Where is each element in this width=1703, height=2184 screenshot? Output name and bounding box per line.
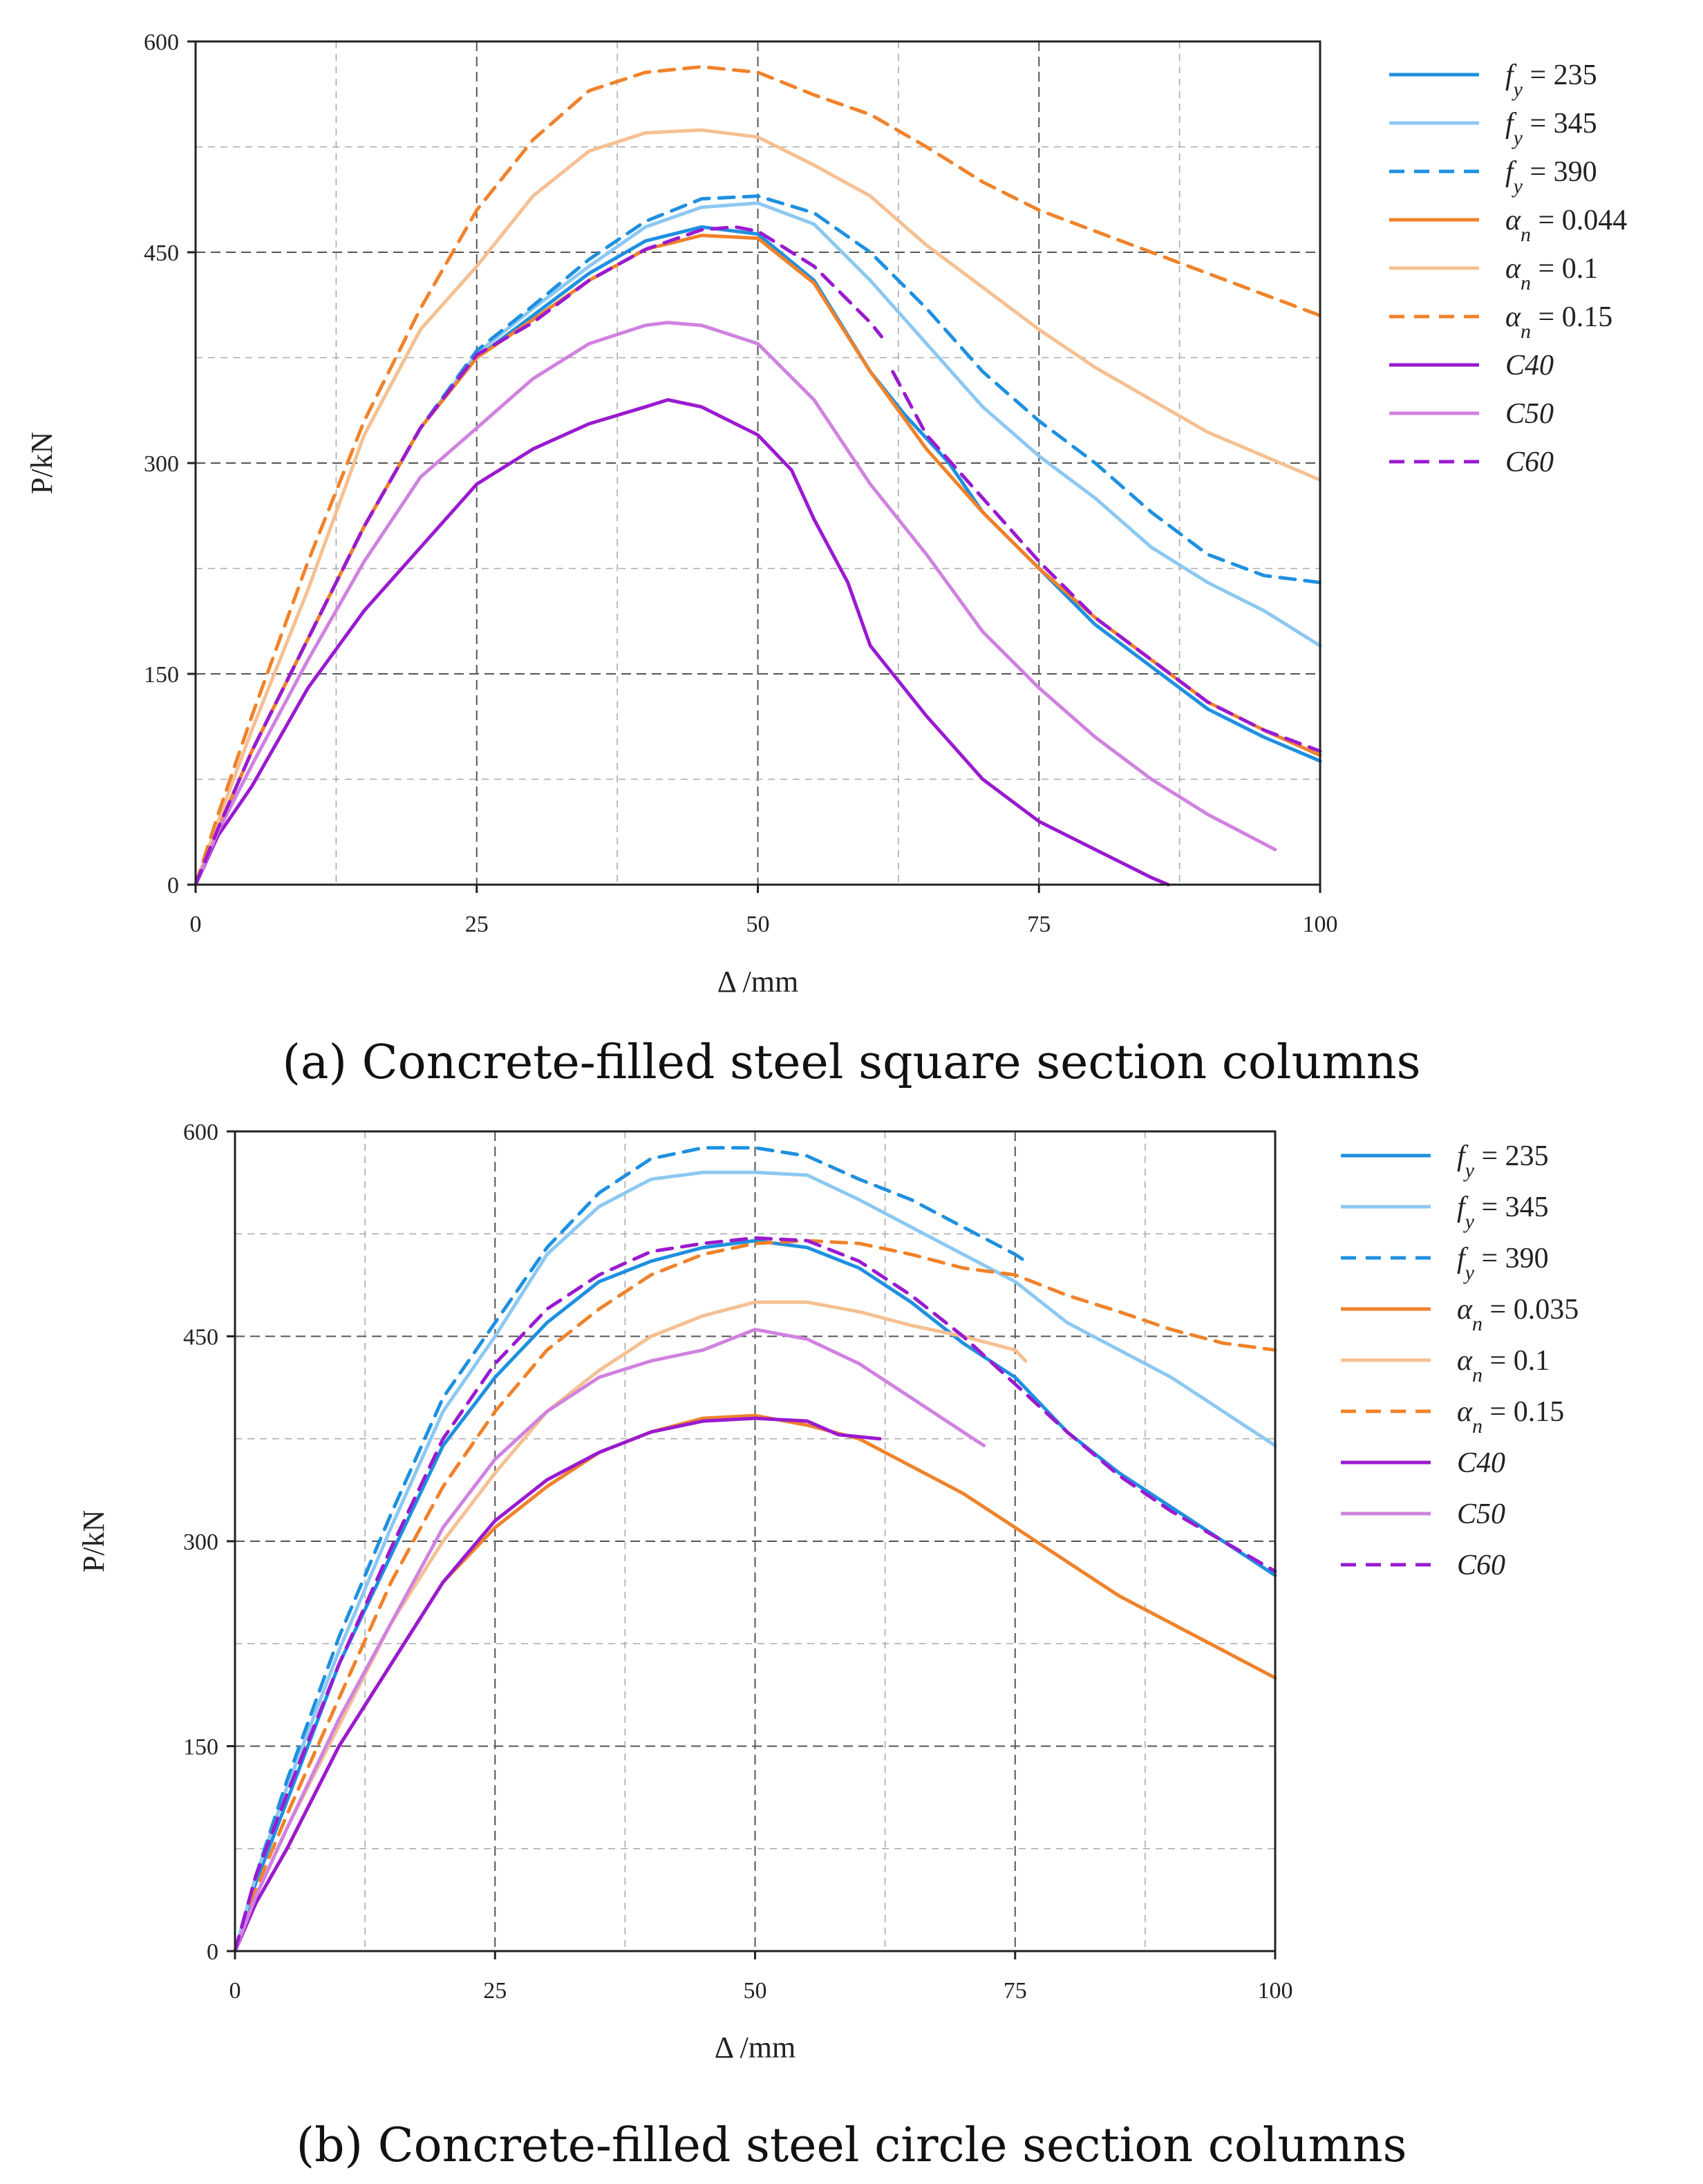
figure-caption: (a) Concrete-filled steel square section… [282,1035,1420,1090]
x-tick-label: 100 [1303,912,1338,937]
chart-panel-b: 0 25 50 75 100 0 150 300 450 600 Δ /mm P/kN fy = 235… [77,1120,1579,2173]
legend-label: C40 [1505,350,1554,382]
y-tick-label: 150 [183,1735,218,1760]
legend: fy = 235 fy = 345 fy = 390 αn = 0.035 αn = 0… [1341,1140,1579,1581]
legend-label: αn = 0.1 [1457,1345,1550,1386]
x-tick-label: 100 [1258,1978,1293,2004]
x-tick-label: 0 [190,912,202,937]
legend-label: C50 [1457,1498,1505,1530]
legend-label: C60 [1457,1550,1505,1581]
y-tick-label: 0 [167,873,179,898]
x-tick-label: 75 [1004,1978,1027,2004]
series-lines [233,1146,1277,1953]
legend-label: αn = 0.15 [1505,301,1612,343]
x-tick-label: 25 [483,1978,507,2004]
legend-label: C40 [1457,1447,1505,1479]
legend-label: αn = 0.1 [1505,253,1598,294]
tick-labels: 0 25 50 75 100 0 150 300 450 600 [183,1120,1293,2004]
legend-label: αn = 0.044 [1505,205,1627,246]
y-tick-label: 600 [144,30,179,55]
x-tick-label: 50 [746,912,770,937]
legend-label: fy = 390 [1457,1243,1549,1284]
series-line [194,194,1322,887]
legend-label: fy = 235 [1505,59,1597,101]
series-line [194,225,1322,887]
legend-label: αn = 0.035 [1457,1294,1579,1335]
legend-label: C60 [1505,446,1554,478]
y-tick-label: 450 [144,241,179,266]
legend-label: αn = 0.15 [1457,1396,1564,1438]
series-line [233,1170,1277,1953]
y-tick-label: 300 [183,1529,218,1555]
y-tick-label: 450 [183,1325,218,1350]
y-tick-label: 300 [144,451,179,477]
legend-label: C50 [1505,398,1554,430]
series-line [891,370,1322,753]
series-line [233,1239,1277,1953]
series-line [233,1146,1028,1953]
series-line [233,1416,882,1953]
series-line [194,225,883,887]
y-axis-label: P/kN [25,432,59,494]
chart-panel-a: 0 25 50 75 100 0 150 300 450 600 Δ /mm P/kN fy = 235… [25,30,1627,1090]
series-line [194,321,1277,887]
y-axis-label: P/kN [77,1510,111,1572]
x-axis-label: Δ /mm [715,2031,796,2064]
legend-label: fy = 390 [1505,156,1597,198]
series-line [233,1300,1028,1953]
x-tick-label: 0 [229,1978,241,2004]
legend-label: fy = 345 [1505,108,1597,149]
grid [196,41,1320,885]
legend: fy = 235 fy = 345 fy = 390 αn = 0.044 αn = 0… [1389,59,1627,478]
series-line [194,398,1170,887]
y-tick-label: 150 [144,662,179,688]
legend-label: fy = 345 [1457,1192,1549,1233]
series-line [194,128,1322,887]
series-line [194,65,1322,887]
x-tick-label: 50 [744,1978,767,2004]
series-lines [194,65,1322,887]
x-tick-label: 25 [465,912,489,937]
legend-label: fy = 235 [1457,1140,1549,1182]
y-tick-label: 600 [183,1120,218,1145]
series-line [233,1328,986,1953]
y-tick-label: 0 [207,1939,218,1965]
x-tick-label: 75 [1027,912,1051,937]
tick-labels: 0 25 50 75 100 0 150 300 450 600 [144,30,1338,937]
grid [235,1131,1275,1951]
figure-caption: (b) Concrete-filled steel circle section… [296,2118,1406,2173]
x-axis-label: Δ /mm [717,965,799,999]
series-line [233,1236,1277,1953]
